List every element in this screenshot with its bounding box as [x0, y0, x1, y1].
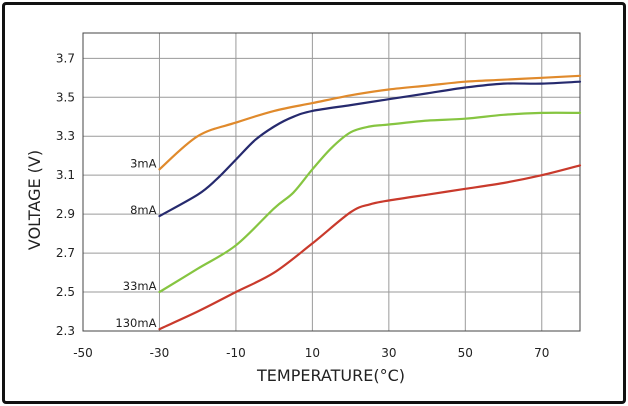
series-labels: 3mA 8mA 33mA 130mA: [115, 156, 156, 330]
x-tick-label: -10: [226, 346, 246, 360]
series-label-3mA: 3mA: [130, 156, 157, 170]
series-line-130mA: [158, 164, 582, 331]
grid: [83, 33, 580, 331]
x-axis-title: TEMPERATURE(°C): [256, 366, 405, 385]
y-tick-label: 2.7: [56, 246, 75, 260]
x-tick-label: -30: [150, 346, 170, 360]
series-line-3mA: [158, 74, 582, 171]
series-label-33mA: 33mA: [123, 279, 157, 293]
x-tick-labels: -50 -30 -10 10 30 50 70: [73, 346, 549, 360]
y-tick-label: 3.7: [56, 51, 75, 65]
series-label-130mA: 130mA: [115, 316, 156, 330]
y-tick-label: 2.5: [56, 285, 75, 299]
y-tick-label: 2.3: [56, 324, 75, 338]
x-tick-label: -50: [73, 346, 93, 360]
series-line-8mA: [158, 80, 582, 218]
x-tick-label: 50: [458, 346, 473, 360]
plot-area: [82, 32, 581, 332]
y-tick-label: 3.1: [56, 168, 75, 182]
x-tick-label: 30: [381, 346, 396, 360]
series-lines: [158, 74, 582, 331]
y-tick-label: 2.9: [56, 207, 75, 221]
y-tick-label: 3.5: [56, 90, 75, 104]
x-tick-label: 10: [305, 346, 320, 360]
y-tick-label: 3.3: [56, 129, 75, 143]
x-tick-label: 70: [534, 346, 549, 360]
y-axis-title: VOLTAGE (V): [25, 150, 44, 250]
y-tick-labels: 2.3 2.5 2.7 2.9 3.1 3.3 3.5 3.7: [56, 51, 75, 338]
series-line-33mA: [158, 111, 582, 294]
series-label-8mA: 8mA: [130, 203, 157, 217]
